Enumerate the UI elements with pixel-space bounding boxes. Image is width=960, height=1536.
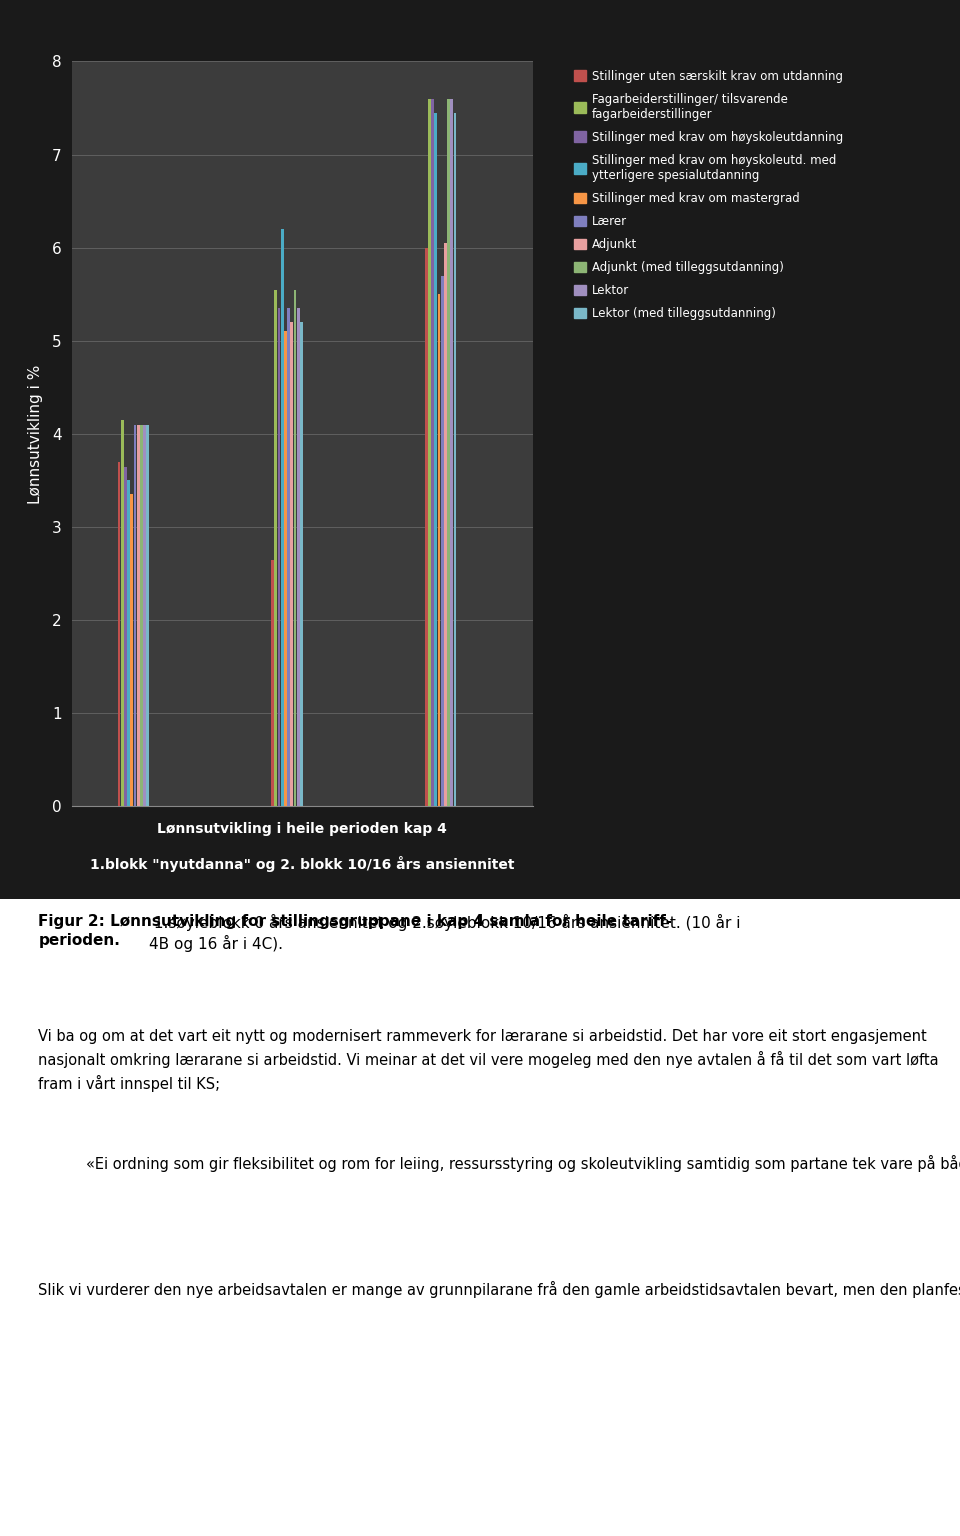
Bar <box>450 98 453 806</box>
Legend: Stillinger uten særskilt krav om utdanning, Fagarbeiderstillinger/ tilsvarende
f: Stillinger uten særskilt krav om utdanni… <box>572 68 846 323</box>
Bar <box>131 495 133 806</box>
Text: 1.blokk "nyutdanna" og 2. blokk 10/16 års ansiennitet: 1.blokk "nyutdanna" og 2. blokk 10/16 år… <box>90 856 515 871</box>
Bar <box>425 247 427 806</box>
Bar <box>297 309 300 806</box>
Bar <box>277 309 280 806</box>
Bar <box>300 323 302 806</box>
Bar <box>128 481 130 806</box>
Bar <box>143 424 146 806</box>
Bar <box>281 229 283 806</box>
Bar <box>444 243 446 806</box>
Bar <box>435 112 437 806</box>
Bar <box>454 112 456 806</box>
Text: 1.søyleblokk 0 års ansiennitet og 2.søyleblokk 10/16 års ansiennitet. (10 år i
4: 1.søyleblokk 0 års ansiennitet og 2.søyl… <box>149 914 740 952</box>
Bar <box>137 424 139 806</box>
Bar <box>275 290 277 806</box>
Bar <box>121 419 124 806</box>
Bar <box>140 424 143 806</box>
Text: Figur 2: Lønnsutvikling for stillingsgruppane i kap 4 samla for heile tariff-
pe: Figur 2: Lønnsutvikling for stillingsgru… <box>38 914 672 948</box>
Text: Lønnsutvikling i heile perioden kap 4: Lønnsutvikling i heile perioden kap 4 <box>157 822 447 836</box>
Bar <box>147 424 149 806</box>
Bar <box>118 462 120 806</box>
Bar <box>124 467 127 806</box>
Bar <box>284 332 287 806</box>
Text: «Ei ordning som gir fleksibilitet og rom for leiing, ressursstyring og skoleutvi: «Ei ordning som gir fleksibilitet og rom… <box>86 1155 960 1172</box>
Bar <box>291 323 293 806</box>
Y-axis label: Lønnsutvikling i %: Lønnsutvikling i % <box>29 364 43 504</box>
Bar <box>287 309 290 806</box>
Text: Vi ba og om at det vart eit nytt og modernisert rammeverk for lærarane si arbeid: Vi ba og om at det vart eit nytt og mode… <box>38 1029 939 1092</box>
Bar <box>431 98 434 806</box>
Bar <box>447 98 450 806</box>
Bar <box>438 295 441 806</box>
Text: Slik vi vurderer den nye arbeidsavtalen er mange av grunnpilarane frå den gamle : Slik vi vurderer den nye arbeidsavtalen … <box>38 1281 960 1298</box>
Bar <box>272 559 274 806</box>
Bar <box>294 290 297 806</box>
Bar <box>428 98 431 806</box>
Bar <box>441 275 444 806</box>
Bar <box>133 424 136 806</box>
